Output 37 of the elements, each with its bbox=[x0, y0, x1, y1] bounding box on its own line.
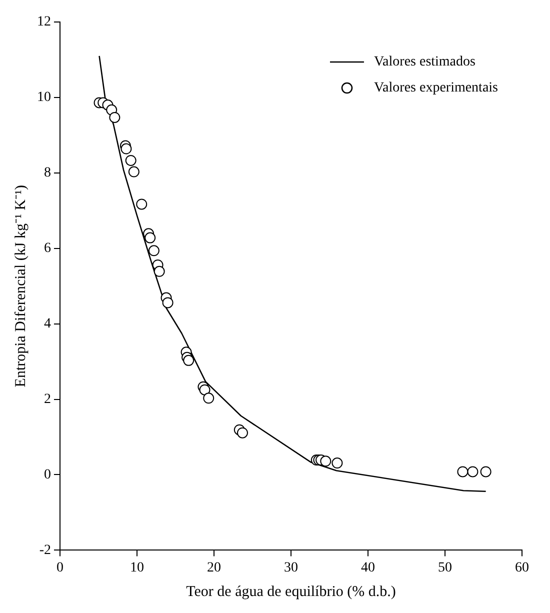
legend-label: Valores estimados bbox=[374, 54, 476, 70]
x-tick-label: 40 bbox=[361, 560, 375, 576]
point bbox=[236, 427, 248, 438]
x-axis-title: Teor de água de equilíbrio (% d.b.) bbox=[186, 584, 396, 600]
x-tick-label: 30 bbox=[284, 560, 298, 576]
point bbox=[136, 198, 148, 210]
point bbox=[199, 384, 210, 396]
point bbox=[467, 466, 478, 478]
point bbox=[125, 154, 136, 166]
point bbox=[332, 458, 343, 469]
x-tick-label: 50 bbox=[438, 560, 452, 576]
point bbox=[457, 466, 468, 478]
point bbox=[183, 354, 194, 366]
point bbox=[109, 112, 120, 123]
y-tick-label: -2 bbox=[39, 542, 51, 558]
x-tick-label: 60 bbox=[515, 560, 529, 576]
point bbox=[120, 143, 132, 154]
point bbox=[203, 392, 214, 404]
y-tick-label: 10 bbox=[37, 90, 51, 106]
point bbox=[320, 456, 332, 467]
point bbox=[162, 297, 174, 308]
point bbox=[144, 232, 156, 244]
point bbox=[154, 266, 165, 277]
y-tick-label: 0 bbox=[44, 467, 51, 482]
legend-label: Valores experimentais bbox=[374, 80, 498, 96]
y-tick-label: 2 bbox=[44, 392, 51, 407]
point bbox=[480, 466, 492, 478]
y-tick-label: 12 bbox=[37, 14, 51, 30]
x-tick-label: 0 bbox=[56, 560, 64, 576]
y-tick-label: 4 bbox=[44, 316, 51, 332]
x-tick-label: 10 bbox=[130, 560, 144, 576]
y-tick-label: 8 bbox=[44, 166, 51, 181]
x-tick-label: 20 bbox=[207, 560, 221, 576]
point bbox=[148, 245, 160, 256]
y-axis-title: Entropia Diferencial (kJ kg⁻¹ K⁻¹) bbox=[12, 184, 29, 388]
point bbox=[128, 166, 140, 178]
y-tick-label: 6 bbox=[44, 241, 51, 256]
